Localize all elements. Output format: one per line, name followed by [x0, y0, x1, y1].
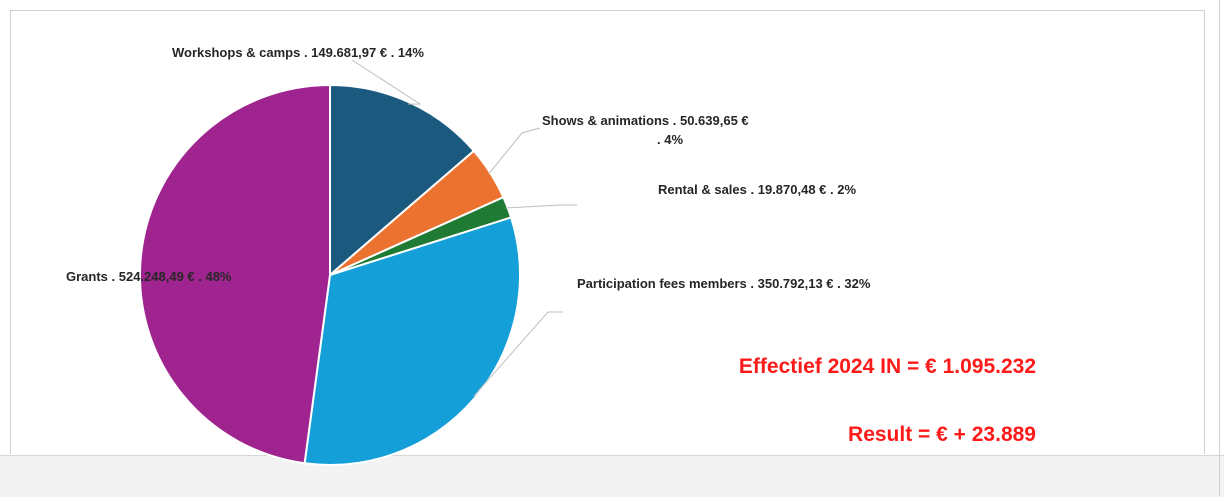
- bottom-strip: [0, 455, 1224, 497]
- leader-line-rental-sales: [505, 204, 577, 209]
- edge-line: [1219, 0, 1220, 496]
- label-shows-animations-line1: Shows & animations . 50.639,65 €: [542, 113, 749, 128]
- pie-slice-participation-fees-members: [303, 216, 521, 466]
- label-grants: Grants . 524.248,49 € . 48%: [66, 269, 232, 284]
- pie-slice-grants: [139, 83, 331, 465]
- result-annotation: Result = € + 23.889: [848, 423, 1036, 446]
- label-rental-sales: Rental & sales . 19.870,48 € . 2%: [658, 182, 856, 197]
- label-workshops-camps: Workshops & camps . 149.681,97 € . 14%: [172, 45, 424, 60]
- leader-line-workshops-camps: [351, 59, 422, 105]
- label-shows-animations: Shows & animations . 50.639,65 € . 4%: [542, 113, 749, 147]
- label-shows-animations-line2: . 4%: [657, 132, 683, 147]
- leader-line-participation-fees-members: [473, 311, 563, 397]
- total-annotation: Effectief 2024 IN = € 1.095.232: [739, 355, 1036, 378]
- pie-slice-workshops-camps: [329, 83, 476, 278]
- label-participation-fees: Participation fees members . 350.792,13 …: [577, 276, 871, 291]
- leader-line-shows-animations: [488, 127, 541, 175]
